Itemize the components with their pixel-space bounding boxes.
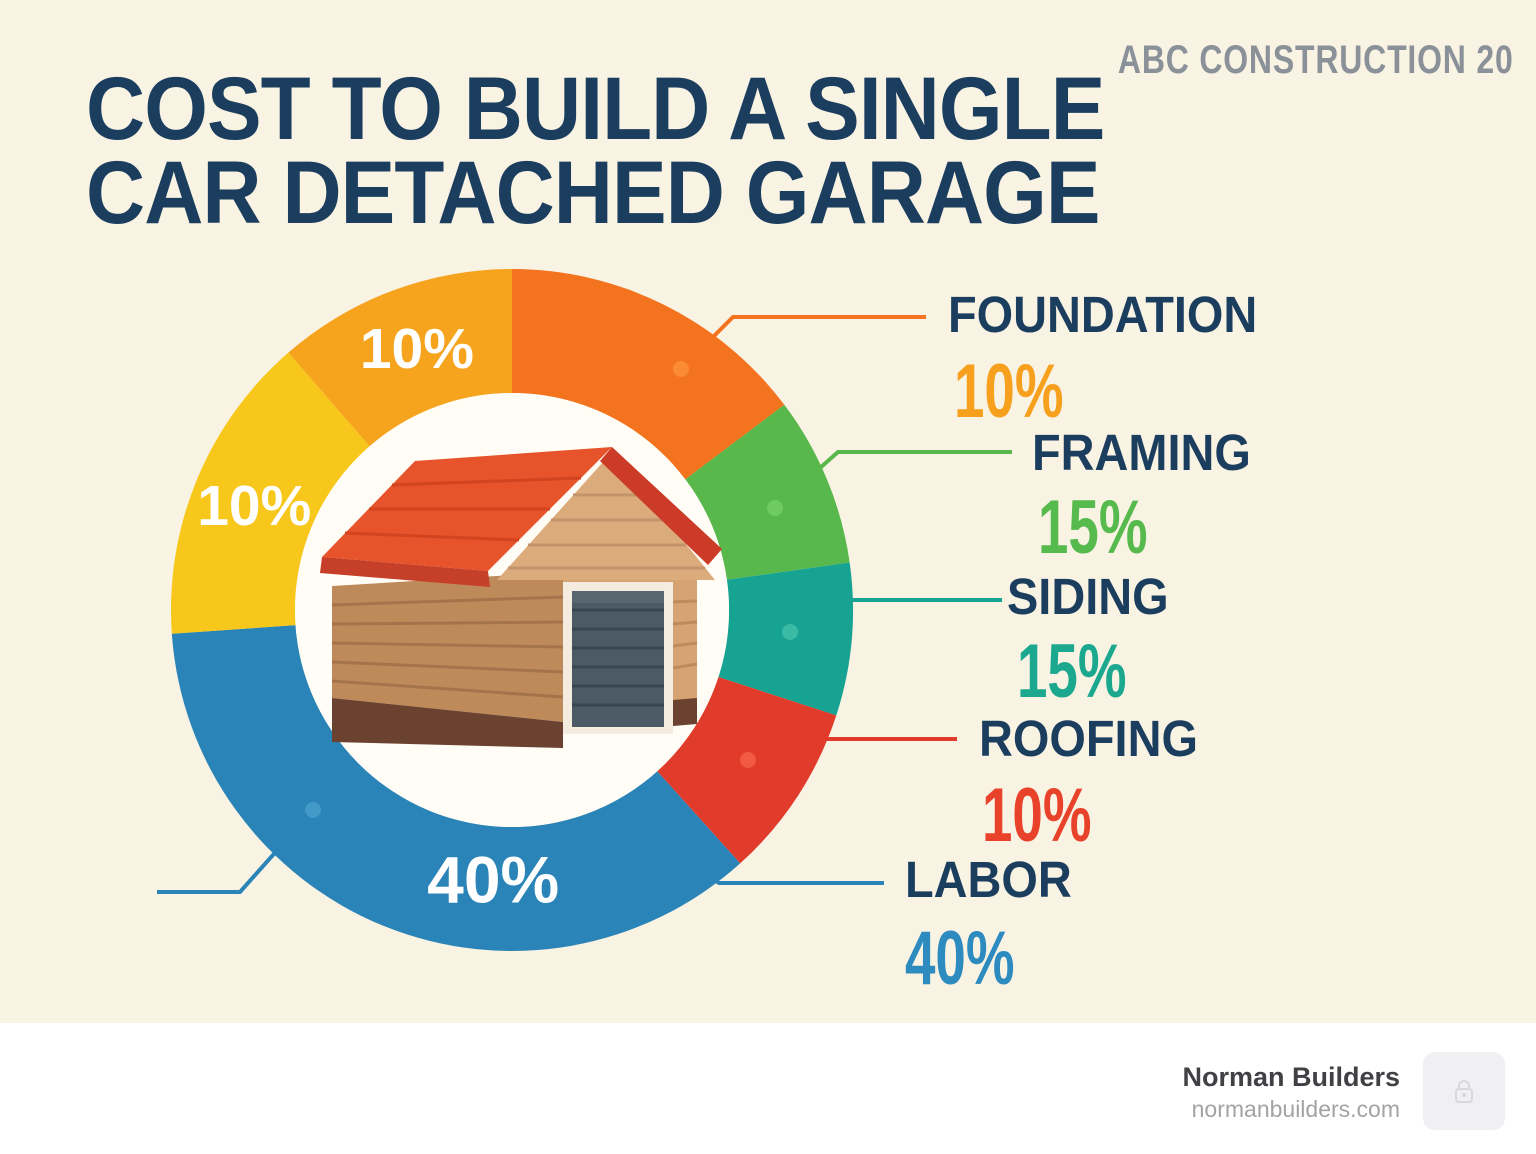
labor-leader xyxy=(698,869,884,885)
legend-value: 10% xyxy=(954,349,1064,434)
foundation-leader xyxy=(679,315,926,371)
donut-segments xyxy=(171,269,853,951)
segment-roofing xyxy=(657,677,837,864)
footer-company: Norman Builders xyxy=(1182,1062,1400,1092)
footer-website: normanbuilders.com xyxy=(1191,1096,1400,1123)
garage-illustration xyxy=(320,447,722,748)
legend-value: 10% xyxy=(982,773,1092,858)
footer-text-block: Norman Builders normanbuilders.com xyxy=(1182,1061,1400,1126)
framing-leader-dot xyxy=(767,500,783,516)
legend-label: SIDING xyxy=(1007,568,1169,625)
legend-value: 15% xyxy=(1017,629,1127,714)
segment-foundation xyxy=(512,269,785,480)
legend-value: 15% xyxy=(1038,485,1148,570)
legend-item-labor: LABOR 40% xyxy=(905,854,1086,997)
legend-value: 40% xyxy=(905,916,1015,1001)
framing-leader xyxy=(773,450,1012,510)
legend-item-foundation: FOUNDATION 10% xyxy=(948,289,1284,430)
brand-text: ABC CONSTRUCTION 20 xyxy=(1118,38,1514,82)
slice-labels: 40% 10% 10% xyxy=(197,317,559,917)
page-title-line1: COST TO BUILD A SINGLE xyxy=(86,58,1105,158)
labor-left-leader xyxy=(157,808,315,894)
lock-icon xyxy=(1455,1080,1473,1103)
siding-leader-dot xyxy=(782,624,798,640)
slice-label: 40% xyxy=(427,842,559,916)
legend-label: FOUNDATION xyxy=(948,286,1258,343)
foundation-leader-dot xyxy=(673,361,689,377)
labor-left-leader-dot xyxy=(305,802,321,818)
page-title-line2: CAR DETACHED GARAGE xyxy=(86,142,1101,242)
roofing-leader xyxy=(747,737,957,762)
legend-label: FRAMING xyxy=(1032,424,1251,481)
legend-label: ROOFING xyxy=(979,710,1198,767)
slice-label: 10% xyxy=(360,317,474,381)
segment-labor xyxy=(171,625,741,951)
legend-item-siding: SIDING 15% xyxy=(1007,571,1183,710)
segment-framing xyxy=(685,404,850,580)
slice-label: 10% xyxy=(197,474,311,538)
roofing-leader-dot xyxy=(740,752,756,768)
legend-label: LABOR xyxy=(905,851,1072,908)
segment-unlabeled xyxy=(288,269,512,447)
segment-siding xyxy=(718,562,853,716)
footer-bar: Norman Builders normanbuilders.com xyxy=(0,1023,1536,1154)
legend-connectors xyxy=(157,315,1012,894)
legend-item-roofing: ROOFING 10% xyxy=(979,713,1217,854)
segment-unlabeled xyxy=(171,352,370,634)
page-title: COST TO BUILD A SINGLE CAR DETACHED GARA… xyxy=(86,58,1105,242)
siding-leader xyxy=(789,598,1002,634)
footer-badge xyxy=(1423,1052,1505,1130)
legend-item-framing: FRAMING 15% xyxy=(1032,427,1270,566)
